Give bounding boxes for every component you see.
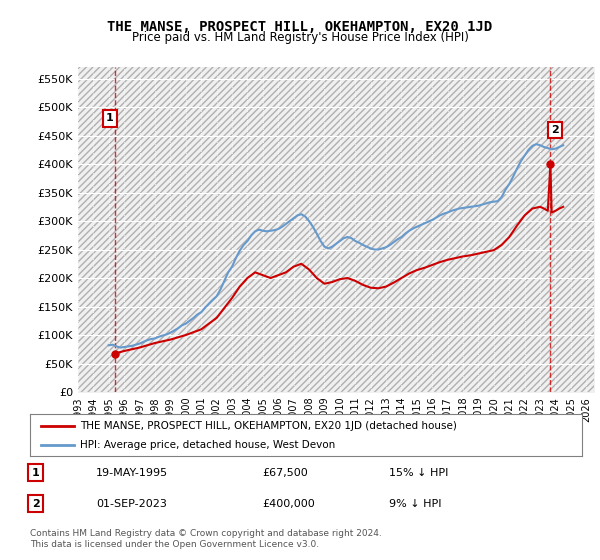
Bar xyxy=(594,67,598,392)
Bar xyxy=(278,67,282,392)
Text: Price paid vs. HM Land Registry's House Price Index (HPI): Price paid vs. HM Land Registry's House … xyxy=(131,31,469,44)
Text: £400,000: £400,000 xyxy=(262,498,314,508)
Bar xyxy=(386,67,390,392)
Bar xyxy=(517,67,521,392)
Bar xyxy=(178,67,182,392)
Bar xyxy=(524,67,529,392)
Bar xyxy=(309,67,313,392)
Bar xyxy=(478,67,482,392)
Text: 2: 2 xyxy=(551,125,559,135)
Bar xyxy=(502,67,505,392)
Bar xyxy=(440,67,444,392)
Bar xyxy=(455,67,459,392)
Bar xyxy=(540,67,544,392)
Bar xyxy=(209,67,213,392)
Text: 9% ↓ HPI: 9% ↓ HPI xyxy=(389,498,442,508)
Text: 1: 1 xyxy=(106,114,114,124)
Bar xyxy=(548,67,551,392)
Bar xyxy=(286,67,290,392)
Bar xyxy=(556,67,559,392)
Bar xyxy=(132,67,136,392)
Bar xyxy=(578,67,583,392)
Bar xyxy=(232,67,236,392)
Bar xyxy=(240,67,244,392)
Bar xyxy=(217,67,220,392)
Bar xyxy=(494,67,498,392)
Bar xyxy=(293,67,298,392)
Bar xyxy=(471,67,475,392)
Bar xyxy=(586,67,590,392)
Bar xyxy=(340,67,344,392)
Bar xyxy=(563,67,567,392)
Bar xyxy=(347,67,352,392)
Bar xyxy=(571,67,575,392)
Bar xyxy=(109,67,113,392)
Bar xyxy=(379,67,382,392)
Bar xyxy=(124,67,128,392)
Bar xyxy=(317,67,320,392)
Text: 2: 2 xyxy=(32,498,40,508)
Bar xyxy=(94,67,97,392)
Bar xyxy=(86,67,89,392)
Bar xyxy=(263,67,266,392)
Bar xyxy=(432,67,436,392)
Bar xyxy=(255,67,259,392)
Bar xyxy=(116,67,121,392)
Bar xyxy=(332,67,336,392)
Bar xyxy=(186,67,190,392)
Text: 15% ↓ HPI: 15% ↓ HPI xyxy=(389,468,448,478)
Bar xyxy=(355,67,359,392)
Bar xyxy=(271,67,274,392)
Text: 01-SEP-2023: 01-SEP-2023 xyxy=(96,498,167,508)
Text: Contains HM Land Registry data © Crown copyright and database right 2024.
This d: Contains HM Land Registry data © Crown c… xyxy=(30,529,382,549)
Bar xyxy=(301,67,305,392)
Bar xyxy=(425,67,428,392)
Bar xyxy=(163,67,167,392)
Bar xyxy=(194,67,197,392)
Bar xyxy=(201,67,205,392)
Bar xyxy=(409,67,413,392)
Bar xyxy=(401,67,406,392)
Bar xyxy=(155,67,159,392)
Text: HPI: Average price, detached house, West Devon: HPI: Average price, detached house, West… xyxy=(80,440,335,450)
Bar xyxy=(148,67,151,392)
Text: 19-MAY-1995: 19-MAY-1995 xyxy=(96,468,169,478)
Bar xyxy=(78,67,82,392)
Bar xyxy=(247,67,251,392)
Text: 1: 1 xyxy=(32,468,40,478)
Text: THE MANSE, PROSPECT HILL, OKEHAMPTON, EX20 1JD (detached house): THE MANSE, PROSPECT HILL, OKEHAMPTON, EX… xyxy=(80,421,457,431)
Bar xyxy=(371,67,374,392)
Bar xyxy=(417,67,421,392)
Text: £67,500: £67,500 xyxy=(262,468,308,478)
Bar xyxy=(509,67,513,392)
Bar xyxy=(170,67,174,392)
Bar xyxy=(463,67,467,392)
Bar xyxy=(224,67,228,392)
Bar xyxy=(140,67,143,392)
Text: THE MANSE, PROSPECT HILL, OKEHAMPTON, EX20 1JD: THE MANSE, PROSPECT HILL, OKEHAMPTON, EX… xyxy=(107,20,493,34)
Bar xyxy=(532,67,536,392)
Bar xyxy=(394,67,398,392)
Bar xyxy=(363,67,367,392)
Bar xyxy=(101,67,105,392)
Bar xyxy=(325,67,328,392)
Bar xyxy=(486,67,490,392)
Bar xyxy=(448,67,452,392)
